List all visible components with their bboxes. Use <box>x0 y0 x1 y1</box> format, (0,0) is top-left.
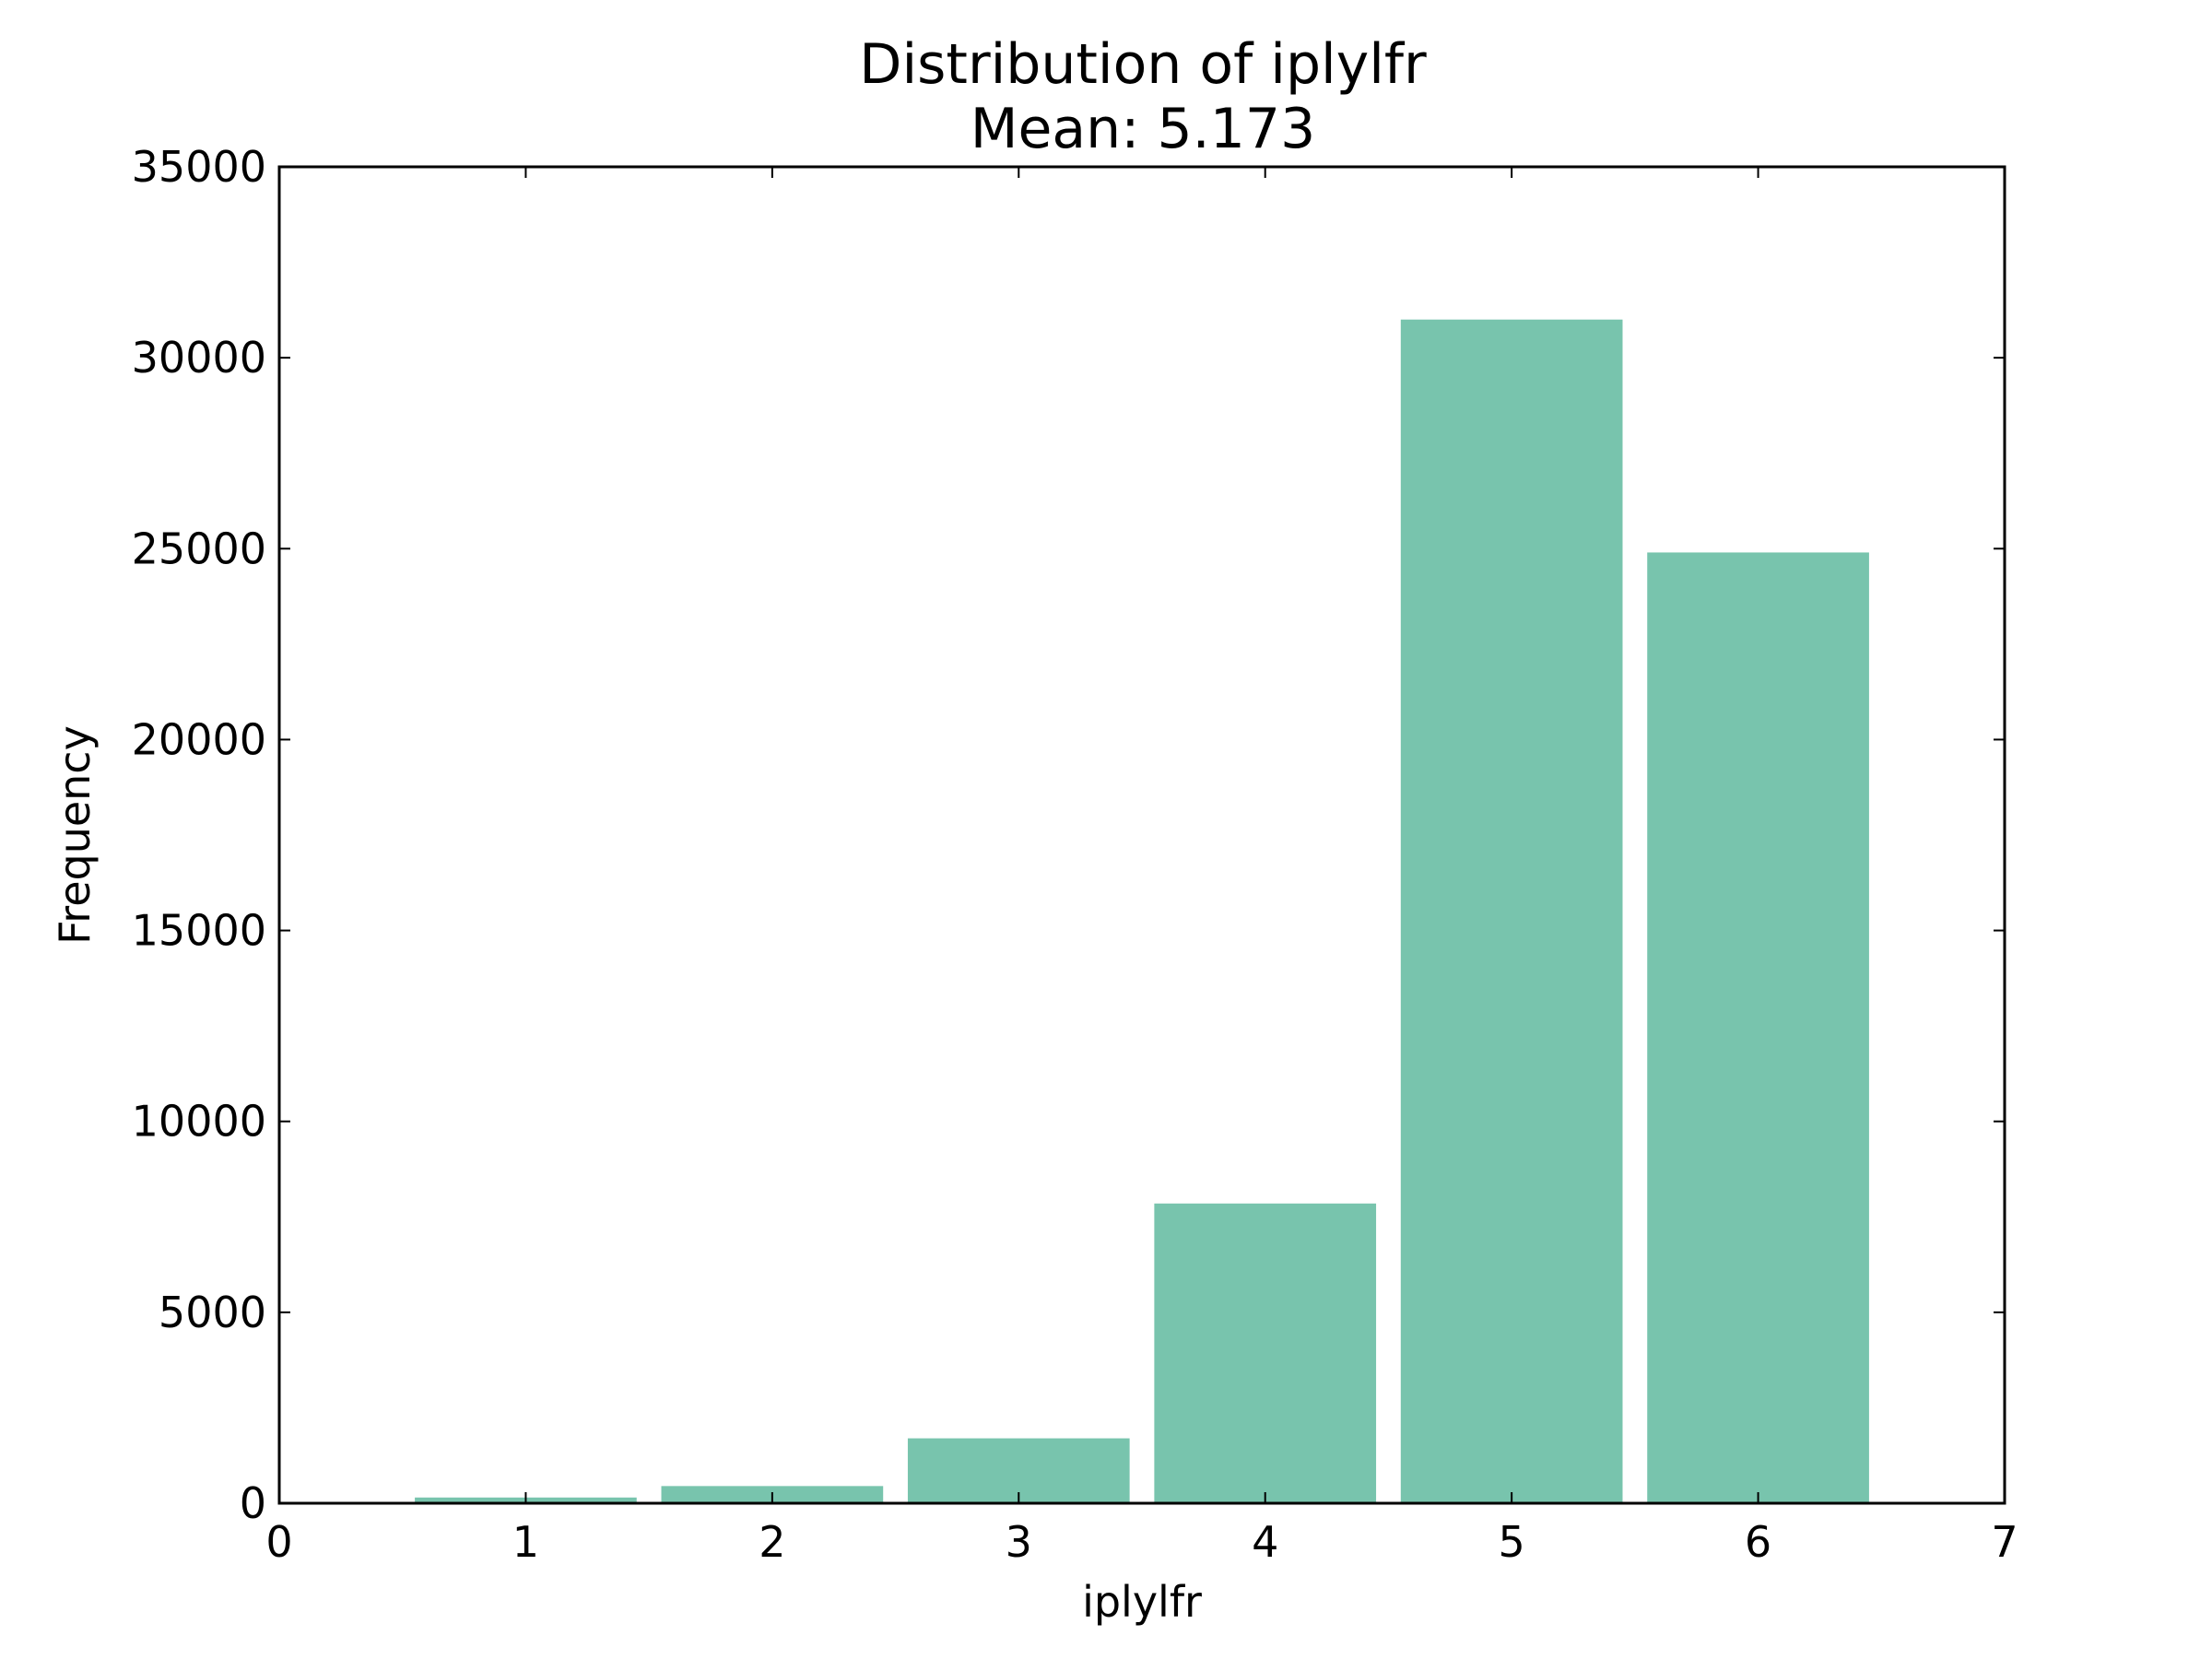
x-tick-label: 0 <box>265 1517 292 1567</box>
x-tick-label: 4 <box>1252 1517 1278 1567</box>
x-axis-label: iplylfr <box>1082 1577 1202 1627</box>
y-axis-label: Frequency <box>50 725 100 945</box>
bars-group <box>415 319 1869 1503</box>
x-tick-label: 1 <box>512 1517 539 1567</box>
plot-frame <box>277 165 2006 1505</box>
x-tick-label: 7 <box>1991 1517 2018 1567</box>
y-tick-label: 35000 <box>132 142 266 192</box>
y-tick-label: 10000 <box>132 1097 266 1147</box>
chart-title: Distribution of iplylfr <box>859 32 1427 97</box>
y-tick-label: 20000 <box>132 714 266 764</box>
x-tick-label: 2 <box>759 1517 785 1567</box>
bar-5 <box>1400 319 1623 1503</box>
tick-labels-group: 0 1 2 3 4 5 6 7 0 5000 10000 15000 20000 25000 30000 35… <box>132 142 2018 1567</box>
y-tick-label: 0 <box>240 1478 266 1528</box>
y-tick-label: 15000 <box>132 906 266 956</box>
bar-4 <box>1154 1203 1377 1503</box>
x-tick-label: 3 <box>1006 1517 1032 1567</box>
y-tick-label: 25000 <box>132 524 266 573</box>
x-tick-label: 6 <box>1745 1517 1771 1567</box>
chart-subtitle: Mean: 5.173 <box>971 97 1316 161</box>
bar-6 <box>1647 552 1869 1503</box>
y-tick-label: 30000 <box>132 333 266 382</box>
x-tick-label: 5 <box>1499 1517 1525 1567</box>
y-tick-label: 5000 <box>159 1288 266 1337</box>
